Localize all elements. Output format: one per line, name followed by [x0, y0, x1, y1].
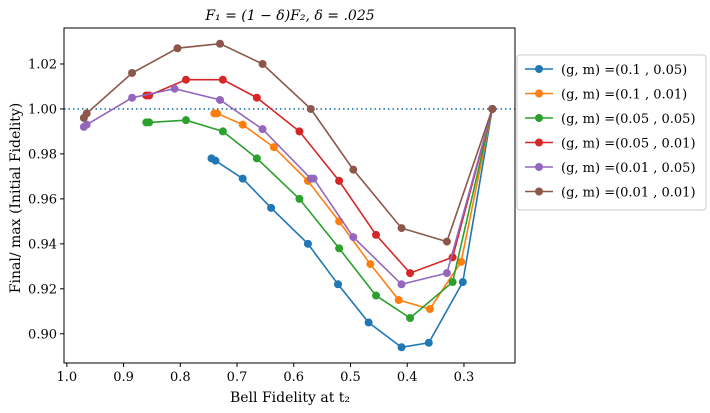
y-tick-label: 0.98	[28, 147, 57, 162]
data-point	[424, 338, 433, 347]
series-line-5	[83, 87, 494, 286]
series-line-4	[146, 78, 494, 275]
y-axis-label: Final/ max (Initial Fidelity)	[8, 103, 24, 293]
legend-swatch-marker	[535, 187, 543, 196]
data-point	[218, 75, 227, 84]
legend-entry-label: (g, m) =(0.1 , 0.05)	[561, 63, 687, 78]
plot-area: 1.0 0.9 0.8 0.7 0.6 0.5 0.4 0.3 0.90 0.92 0.94 0.96…	[28, 27, 516, 385]
legend-box	[516, 54, 707, 211]
data-point	[406, 314, 415, 323]
data-point	[181, 75, 190, 84]
legend-entry-label: (g, m) =(0.1 , 0.01)	[561, 88, 687, 103]
plot-frame	[63, 27, 516, 364]
y-tick-label: 1.00	[28, 102, 57, 117]
data-point	[252, 154, 261, 163]
data-point	[252, 93, 261, 102]
x-tick-label: 1.0	[56, 370, 77, 385]
data-point	[372, 291, 381, 300]
data-point	[364, 318, 373, 327]
legend: (g, m) =(0.1 , 0.05) (g, m) =(0.1 , 0.01)…	[516, 54, 707, 211]
data-point	[218, 127, 227, 136]
series-line-1	[211, 108, 494, 349]
legend-entry-label: (g, m) =(0.05 , 0.05)	[561, 112, 696, 127]
x-tick-label: 0.4	[397, 370, 418, 385]
x-tick-label: 0.7	[227, 370, 248, 385]
data-point	[335, 176, 344, 185]
data-point	[303, 239, 312, 248]
y-tick-label: 1.02	[28, 57, 57, 72]
data-point	[442, 237, 451, 246]
data-point	[488, 104, 497, 113]
data-point	[334, 280, 343, 289]
data-point	[216, 39, 225, 48]
y-tick-label: 0.94	[28, 237, 57, 252]
series-line-6	[83, 42, 494, 243]
data-point	[145, 118, 154, 127]
data-point	[258, 125, 267, 134]
legend-swatch-marker	[535, 89, 543, 98]
legend-entry-label: (g, m) =(0.01 , 0.05)	[561, 161, 696, 176]
data-point	[170, 84, 179, 93]
data-point	[406, 269, 415, 278]
data-point	[425, 305, 434, 314]
y-tick-label: 0.96	[28, 192, 57, 207]
data-point	[457, 257, 466, 266]
data-point	[82, 120, 91, 129]
data-point	[442, 269, 451, 278]
data-point	[309, 174, 318, 183]
data-point	[306, 104, 315, 113]
data-point	[269, 143, 278, 152]
x-tick-label: 0.8	[170, 370, 191, 385]
data-point	[173, 44, 182, 53]
data-point	[238, 120, 247, 129]
data-point	[372, 230, 381, 239]
data-point	[258, 59, 267, 68]
data-point	[128, 68, 137, 77]
x-tick-label: 0.9	[113, 370, 134, 385]
legend-swatch-marker	[535, 163, 543, 171]
y-tick-label: 0.90	[28, 327, 57, 342]
x-tick-label: 0.3	[454, 370, 475, 385]
data-point	[128, 93, 137, 102]
data-point	[211, 156, 220, 165]
data-point	[238, 174, 247, 183]
data-point	[394, 296, 403, 305]
x-axis-label: Bell Fidelity at t₂	[230, 390, 350, 406]
data-point	[349, 233, 358, 242]
data-point	[335, 244, 344, 253]
data-point	[216, 95, 225, 104]
series-line-3	[146, 108, 494, 319]
data-point	[458, 278, 467, 287]
legend-swatch-marker	[535, 65, 543, 73]
x-tick-label: 0.6	[283, 370, 304, 385]
chart-title: F₁ = (1 − δ)F₂, δ = .025	[204, 8, 374, 24]
legend-entry-label: (g, m) =(0.01 , 0.01)	[561, 186, 696, 201]
data-point	[82, 109, 91, 118]
data-point	[366, 260, 375, 269]
data-point	[397, 280, 406, 289]
legend-entry-label: (g, m) =(0.05 , 0.01)	[561, 137, 696, 152]
data-point	[213, 109, 222, 118]
x-tick-label: 0.5	[340, 370, 361, 385]
data-point	[295, 194, 304, 203]
data-point	[349, 165, 358, 174]
data-point	[397, 343, 406, 352]
y-tick-label: 0.92	[28, 282, 57, 297]
data-point	[267, 203, 276, 212]
data-point	[397, 224, 406, 233]
data-point	[448, 278, 457, 287]
legend-swatch-marker	[535, 114, 543, 122]
data-point	[295, 127, 304, 136]
data-point	[181, 116, 190, 125]
legend-swatch-marker	[535, 138, 543, 147]
